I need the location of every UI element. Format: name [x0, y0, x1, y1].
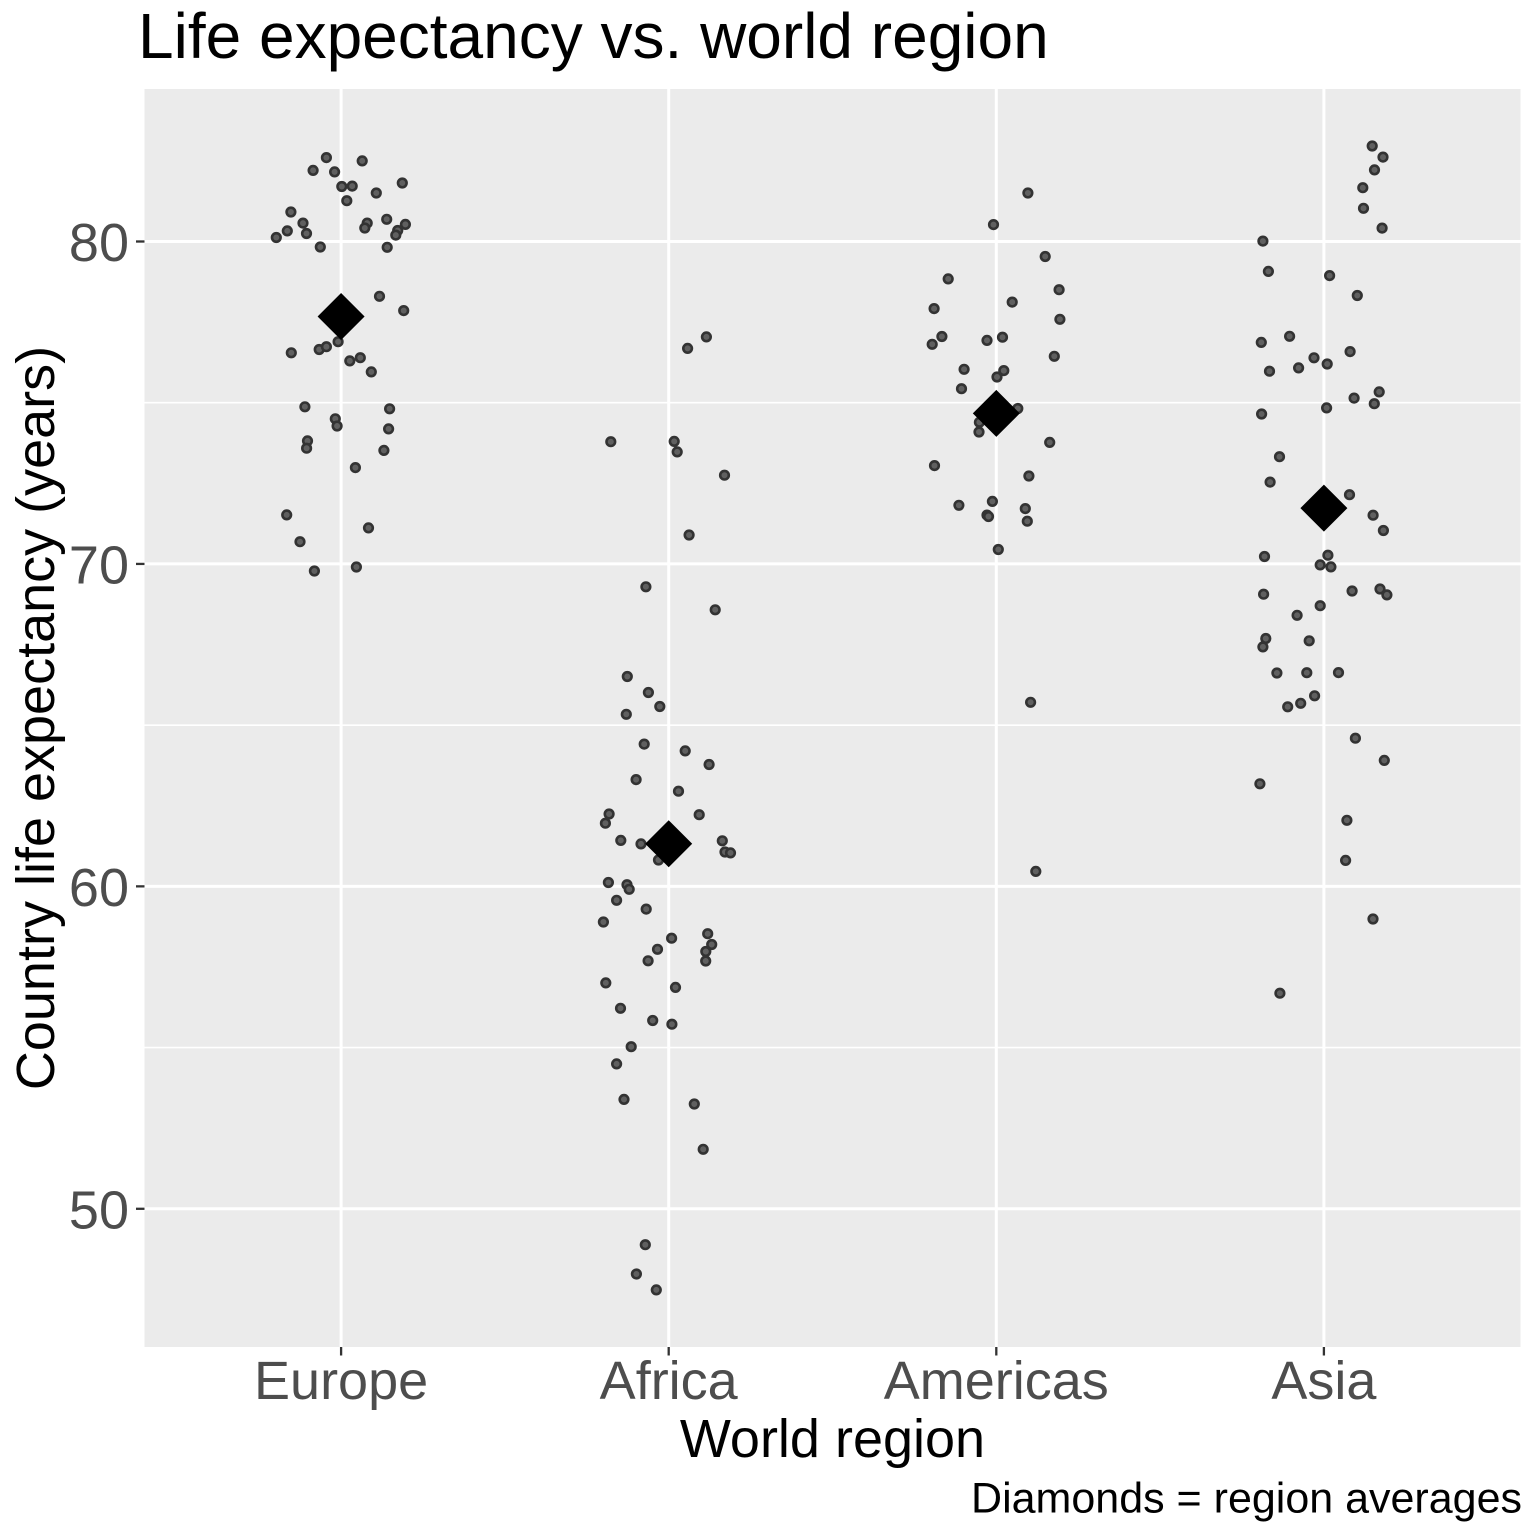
svg-text:Diamonds = region averages: Diamonds = region averages — [971, 1475, 1522, 1523]
svg-text:Asia: Asia — [1271, 1351, 1377, 1411]
svg-text:Africa: Africa — [600, 1351, 739, 1411]
svg-text:60: 60 — [69, 858, 129, 918]
svg-text:50: 50 — [69, 1180, 129, 1240]
svg-text:Country life expectancy (years: Country life expectancy (years) — [6, 346, 66, 1090]
svg-text:Life expectancy vs. world regi: Life expectancy vs. world region — [138, 0, 1049, 72]
svg-text:World region: World region — [680, 1409, 985, 1469]
svg-text:80: 80 — [69, 213, 129, 273]
svg-text:Europe: Europe — [254, 1351, 428, 1411]
svg-text:70: 70 — [69, 535, 129, 595]
svg-text:Americas: Americas — [884, 1351, 1109, 1411]
